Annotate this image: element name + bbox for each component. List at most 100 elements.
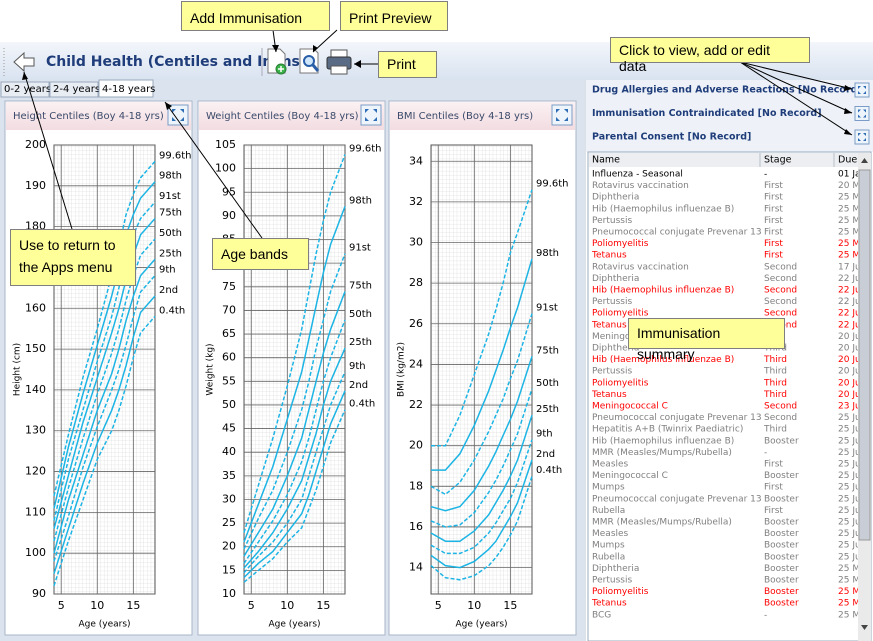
callout-arrows — [23, 29, 853, 239]
table-cell: Booster — [764, 494, 799, 504]
centile-line — [431, 189, 533, 447]
record-link[interactable]: Immunisation Contraindicated [No Record] — [592, 108, 822, 119]
expand-button[interactable] — [854, 106, 870, 121]
callout: Age bands — [212, 238, 309, 270]
table-cell: First — [764, 483, 783, 493]
table-cell: Poliomyelitis — [592, 239, 649, 249]
centile-line — [431, 258, 533, 471]
table-cell: Booster — [764, 552, 799, 562]
record-link[interactable]: Parental Consent [No Record] — [592, 132, 751, 143]
add-immunisation-button[interactable] — [267, 48, 287, 75]
centile-label: 50th — [159, 228, 182, 239]
centile-label: 0.4th — [536, 465, 562, 476]
record-link[interactable]: Drug Allergies and Adverse Reactions [No… — [592, 85, 862, 96]
table-cell: Hib (Haemophilus influenzae B) — [592, 436, 734, 446]
table-cell: Pertussis — [592, 367, 632, 377]
table-cell: 25 Ju — [838, 436, 861, 446]
centile-line — [53, 218, 156, 529]
expand-icon — [365, 109, 377, 121]
table-cell: Measles — [592, 460, 629, 470]
y-tick-label: 30 — [409, 236, 423, 249]
expand-icon — [858, 109, 866, 118]
y-tick-label: 35 — [222, 469, 236, 482]
centile-line — [430, 388, 533, 528]
y-tick-label: 100 — [215, 162, 236, 175]
y-tick-label: 15 — [222, 563, 236, 576]
table-cell: Pertussis — [592, 216, 632, 226]
table-cell: Influenza - Seasonal — [592, 170, 683, 180]
y-tick-label: 105 — [215, 138, 236, 151]
centile-label: 50th — [536, 378, 559, 389]
table-cell: Booster — [764, 576, 799, 586]
table-cell: Booster — [764, 529, 799, 539]
expand-button[interactable] — [360, 104, 382, 126]
table-cell: MMR (Measles/Mumps/Rubella) — [592, 518, 732, 528]
x-tick-label: 10 — [280, 599, 294, 612]
column-header: Name — [592, 155, 620, 166]
table-cell: Diphtheria — [592, 344, 639, 354]
centile-line — [53, 258, 156, 554]
y-tick-label: 100 — [25, 546, 46, 559]
centile-label: 9th — [349, 361, 366, 372]
centile-line — [430, 459, 533, 569]
centile-line — [430, 475, 533, 581]
table-cell: Third — [763, 378, 787, 388]
table-cell: First — [764, 251, 783, 261]
centile-line — [243, 390, 346, 579]
back-button[interactable] — [13, 51, 35, 73]
y-tick-label: 75 — [222, 280, 236, 293]
table-cell: Booster — [764, 436, 799, 446]
y-tick-label: 60 — [222, 351, 236, 364]
callout: Add Immunisation — [181, 1, 330, 31]
table-cell: Pneumococcal conjugate Prevenar 13 — [592, 494, 762, 504]
centile-line — [243, 319, 346, 564]
table-cell: 25 Ju — [838, 483, 861, 493]
callout: Immunisation summary — [628, 318, 785, 362]
centile-label: 91st — [536, 303, 558, 314]
y-tick-label: 20 — [222, 540, 236, 553]
table-cell: 22 Ju — [838, 309, 861, 319]
table-cell: 25 M — [838, 599, 860, 609]
print-preview-button[interactable] — [299, 48, 320, 74]
table-cell: Booster — [764, 587, 799, 597]
x-tick-label: 10 — [467, 599, 481, 612]
centile-label: 99.6th — [159, 150, 192, 161]
print-button[interactable] — [326, 49, 352, 75]
table-cell: Booster — [764, 518, 799, 528]
table-cell: First — [764, 460, 783, 470]
table-cell: Pertussis — [592, 297, 632, 307]
y-tick-label: 18 — [409, 479, 423, 492]
records-pane — [586, 80, 873, 152]
tab-label: 4-18 years — [102, 84, 155, 95]
table-cell: Third — [763, 390, 787, 400]
expand-button[interactable] — [854, 129, 870, 145]
table-cell: 25 M — [838, 204, 860, 214]
centile-label: 25th — [349, 337, 372, 348]
centile-line — [430, 414, 533, 542]
scroll-thumb[interactable] — [858, 169, 871, 541]
table-cell: BCG — [592, 610, 611, 620]
y-tick-label: 28 — [409, 276, 423, 289]
table-cell: Pertussis — [592, 576, 632, 586]
table-cell: Diphtheria — [592, 193, 639, 203]
tab[interactable] — [49, 81, 99, 98]
table-cell: Second — [764, 402, 797, 412]
centile-line — [430, 356, 533, 512]
table-cell: - — [764, 170, 767, 180]
tab[interactable] — [0, 81, 50, 98]
table-cell: 20 M — [838, 181, 860, 191]
table-cell: First — [764, 181, 783, 191]
table-cell: 25 Ju — [838, 460, 861, 470]
table-cell: 25 Ju — [838, 552, 861, 562]
expand-button[interactable] — [551, 104, 573, 126]
table-cell: 25 Ju — [838, 494, 861, 504]
table-cell: Booster — [764, 599, 799, 609]
table-cell: 25 Ju — [838, 506, 861, 516]
expand-icon — [172, 109, 184, 121]
expand-button[interactable] — [167, 104, 189, 126]
tab[interactable] — [98, 79, 154, 98]
centile-label: 99.6th — [349, 143, 382, 154]
table-cell: 22 Ju — [838, 320, 861, 330]
y-tick-label: 14 — [409, 561, 423, 574]
expand-button[interactable] — [854, 82, 870, 98]
